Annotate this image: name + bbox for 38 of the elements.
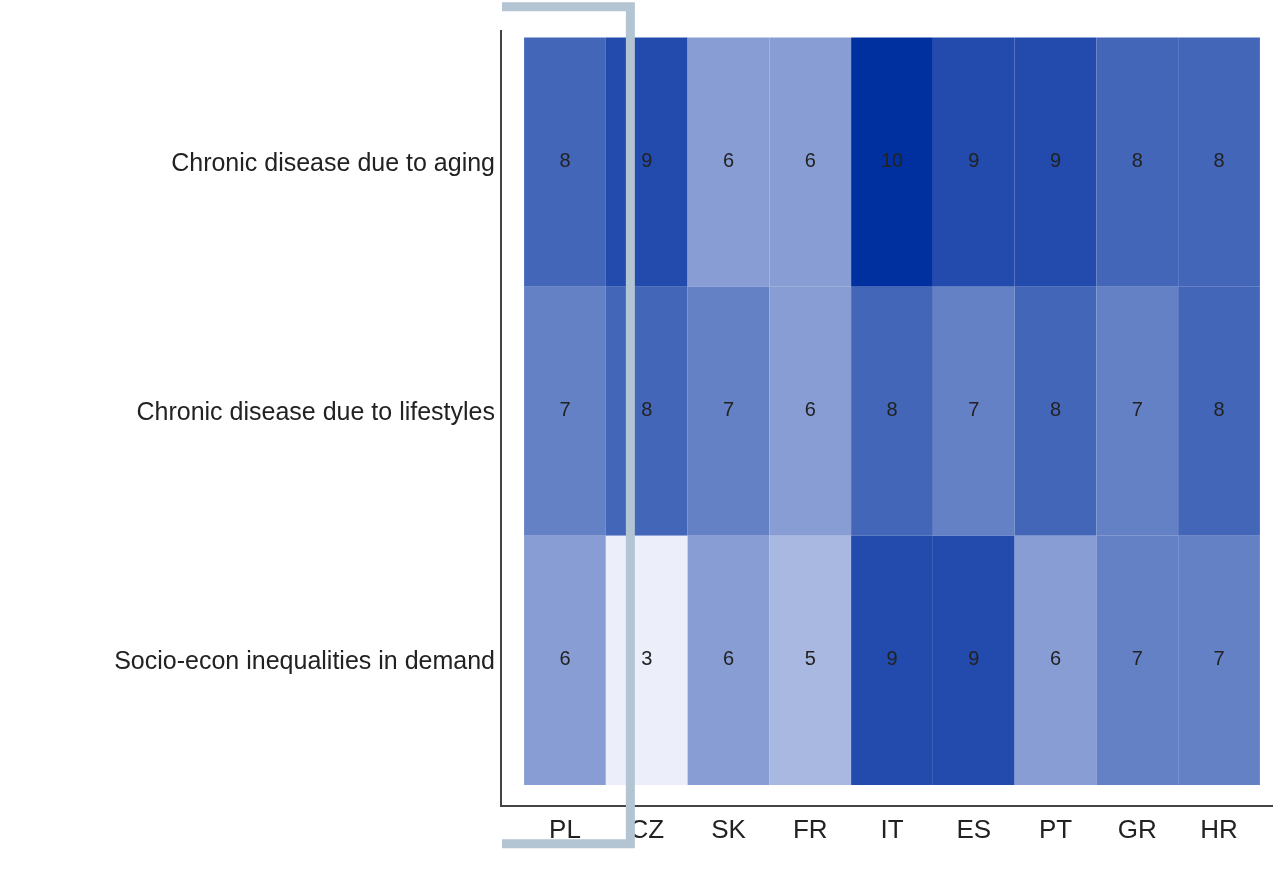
data-label: 8: [1213, 398, 1225, 421]
data-label: 7: [1131, 398, 1143, 421]
data-label: 9: [641, 149, 653, 172]
y-tick-label: Chronic disease due to lifestyles: [136, 397, 495, 426]
y-tick-label: Socio-econ inequalities in demand: [114, 646, 495, 675]
data-label: 8: [1131, 149, 1143, 172]
data-label: 7: [559, 398, 571, 421]
data-label: 6: [804, 149, 816, 172]
data-label: 8: [886, 398, 898, 421]
x-tick-label: PT: [1038, 814, 1073, 845]
y-tick-label: Chronic disease due to aging: [171, 147, 495, 176]
data-label: 7: [1213, 647, 1225, 670]
data-label: 7: [1131, 647, 1143, 670]
data-label: 8: [1213, 149, 1225, 172]
data-label: 9: [968, 647, 980, 670]
data-label: 8: [559, 149, 571, 172]
data-label: 8: [1049, 398, 1062, 421]
data-label: 3: [641, 647, 653, 670]
data-label: 9: [1049, 149, 1062, 172]
data-label: 7: [968, 398, 980, 421]
data-label: 10: [880, 149, 904, 172]
data-label: 6: [804, 398, 816, 421]
data-label: 8: [641, 398, 653, 421]
x-tick-label: SK: [711, 814, 747, 845]
x-tick-label: FR: [792, 814, 828, 845]
data-label: 6: [722, 647, 735, 670]
x-tick-label: HR: [1200, 814, 1238, 845]
data-label: 9: [968, 149, 980, 172]
x-tick-label: PL: [549, 814, 581, 845]
data-label: 6: [1049, 647, 1062, 670]
x-tick-label: IT: [880, 814, 904, 845]
data-label: 6: [722, 149, 735, 172]
data-label: 9: [886, 647, 898, 670]
data-label: 7: [722, 398, 735, 421]
data-label: 6: [559, 647, 571, 670]
data-label: 5: [804, 647, 816, 670]
x-tick-label: ES: [956, 814, 992, 845]
x-tick-label: GR: [1117, 814, 1157, 845]
